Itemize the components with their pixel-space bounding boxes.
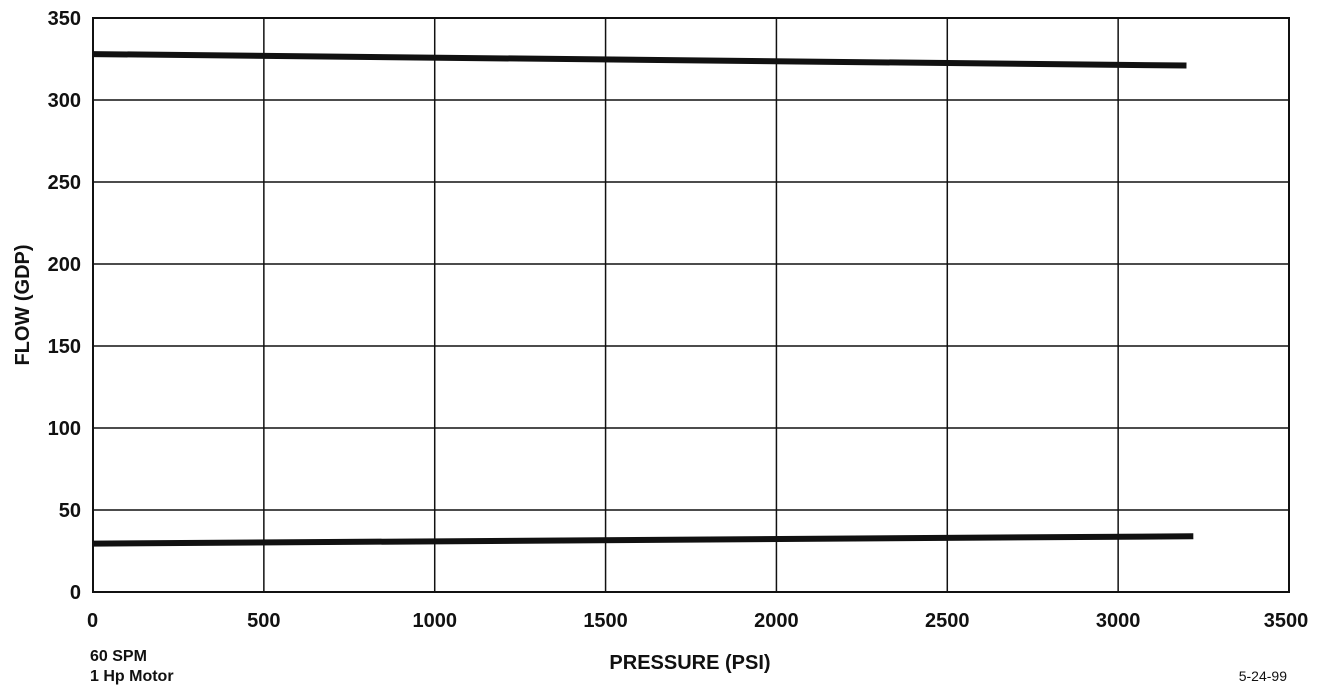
x-tick-label: 2000 [754,610,799,632]
speed-note: 60 SPM [90,648,147,665]
motor-note: 1 Hp Motor [90,668,174,685]
x-tick-label: 3500 [1264,610,1309,632]
y-tick-label: 350 [48,8,81,30]
y-axis-label: FLOW (GDP) [12,244,34,365]
x-tick-label: 500 [247,610,280,632]
x-tick-label: 1000 [412,610,457,632]
x-tick-label: 3000 [1096,610,1141,632]
y-tick-label: 300 [48,90,81,112]
y-tick-label: 100 [48,418,81,440]
series-line-1 [92,51,1187,69]
y-tick-labels: 0 50 100 150 200 250 300 350 [48,8,81,604]
y-tick-label: 200 [48,254,81,276]
x-axis-label: PRESSURE (PSI) [609,652,770,674]
y-tick-label: 50 [59,500,81,522]
date-label: 5-24-99 [1239,668,1287,684]
grid-lines [92,17,1290,593]
y-tick-label: 0 [70,582,81,604]
series-lines [92,51,1194,547]
y-tick-label: 250 [48,172,81,194]
x-tick-label: 1500 [583,610,628,632]
x-tick-labels: 0 500 1000 1500 2000 2500 3000 3500 [87,610,1308,632]
x-tick-label: 2500 [925,610,970,632]
y-tick-label: 150 [48,336,81,358]
series-line-2 [92,533,1194,547]
plot-frame [92,17,1290,593]
x-tick-label: 0 [87,610,98,632]
